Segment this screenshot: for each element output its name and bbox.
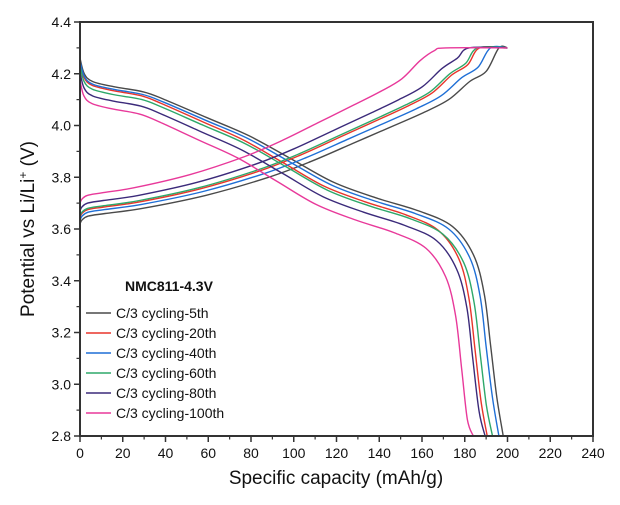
y-tick-label: 3.6 [52,221,72,237]
y-axis: 2.8 3.0 3.2 3.4 3.6 3.8 4.0 4.2 4.4 [52,14,80,444]
series-3-discharge-line [79,65,494,437]
legend-label-1: C/3 cycling-20th [116,325,216,341]
x-tick-label: 220 [539,445,563,461]
x-tick-label: 100 [282,445,306,461]
series-4-discharge-line [79,72,486,437]
x-axis: 0 20 40 60 80 100 120 140 160 180 200 220 240 [76,436,605,461]
y-tick-label: 3.2 [52,325,72,341]
legend-label-0: C/3 cycling-5th [116,305,209,321]
curves [79,45,508,437]
y-axis-label-sup: + [16,172,30,179]
x-tick-label: 20 [115,445,131,461]
y-tick-label: 3.0 [52,376,72,392]
y-tick-label: 2.8 [52,428,72,444]
legend-label-4: C/3 cycling-80th [116,385,216,401]
x-tick-label: 120 [325,445,349,461]
y-axis-label-unit: (V) [18,141,39,172]
y-axis-label: Potential vs Li/Li+ (V) [16,141,39,317]
series-1-charge-line [79,45,508,218]
x-axis-label: Specific capacity (mAh/g) [229,468,443,489]
series-3-charge-line [79,46,508,217]
y-tick-label: 4.2 [52,66,72,82]
y-tick-label: 3.4 [52,273,72,289]
series-5-discharge-line [79,80,474,437]
x-tick-label: 40 [158,445,174,461]
x-tick-label: 200 [496,445,520,461]
series-2-discharge-line [79,60,500,437]
x-tick-label: 160 [410,445,434,461]
series-5-charge-line [79,46,508,204]
x-tick-label: 140 [368,445,392,461]
legend-title: NMC811-4.3V [125,278,214,294]
series-0-discharge-line [79,58,504,437]
x-tick-label: 80 [243,445,259,461]
y-tick-label: 4.0 [52,118,72,134]
legend: NMC811-4.3V C/3 cycling-5th C/3 cycling-2… [86,278,224,421]
y-axis-label-main: Potential vs Li/Li [18,179,39,317]
legend-label-2: C/3 cycling-40th [116,345,216,361]
x-tick-label: 60 [200,445,216,461]
legend-label-3: C/3 cycling-60th [116,365,216,381]
series-2-charge-line [79,45,508,221]
series-1-discharge-line [79,61,488,437]
y-tick-label: 4.4 [52,14,72,30]
x-tick-label: 180 [453,445,477,461]
series-0-charge-line [79,45,508,225]
legend-label-5: C/3 cycling-100th [116,405,224,421]
x-tick-label: 240 [581,445,605,461]
y-tick-label: 3.8 [52,169,72,185]
series-4-charge-line [79,46,508,212]
x-tick-label: 0 [76,445,84,461]
